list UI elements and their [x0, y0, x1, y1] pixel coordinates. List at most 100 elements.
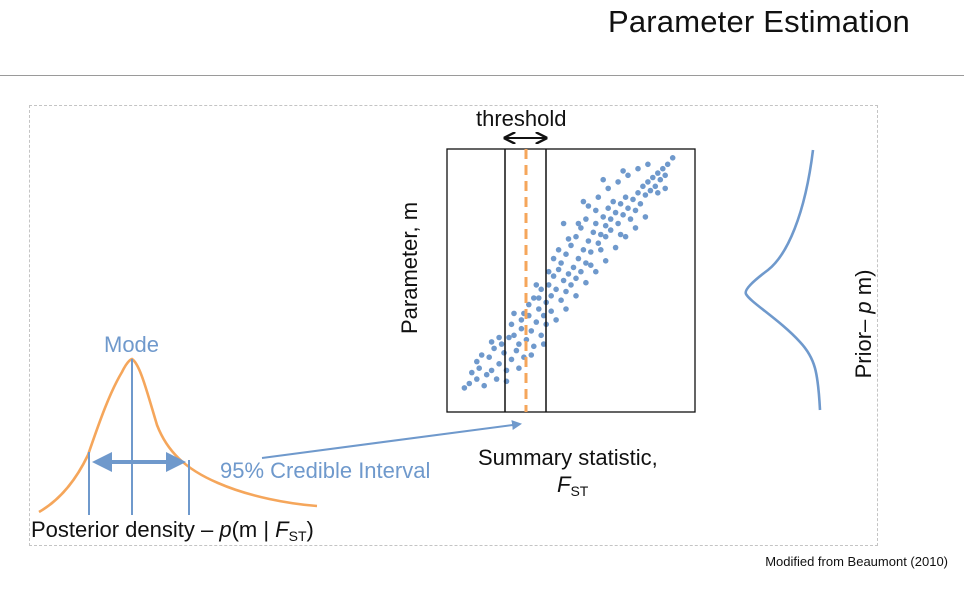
page-title: Parameter Estimation	[607, 4, 910, 39]
scatter-point	[513, 347, 520, 354]
scatter-point	[652, 183, 659, 190]
scatter-point	[573, 293, 579, 299]
scatter-point	[540, 312, 547, 319]
scatter-point	[506, 334, 512, 341]
scatter-point	[533, 282, 540, 288]
scatter-point	[570, 264, 577, 271]
scatter-point	[625, 205, 631, 211]
scatter-point	[617, 231, 624, 238]
scatter-point	[563, 288, 569, 295]
scatter-point	[538, 286, 544, 293]
posterior-sub: ST	[288, 528, 307, 544]
scatter-point	[650, 174, 656, 181]
scatter-point	[508, 356, 515, 363]
scatter-point	[555, 247, 562, 253]
scatter-point	[528, 352, 535, 358]
scatter-point	[600, 176, 606, 183]
scatter-point	[578, 268, 584, 275]
scatter-point	[565, 236, 572, 242]
scatter-point	[655, 190, 661, 196]
scatter-point	[605, 205, 611, 211]
scatter-point	[635, 190, 641, 196]
scatter-point	[516, 365, 522, 372]
scatter-point	[588, 249, 594, 255]
scatter-point	[511, 310, 517, 317]
scatter-point	[583, 216, 589, 222]
posterior-prefix: Posterior density –	[31, 517, 220, 542]
scatter-point	[669, 155, 676, 161]
scatter-point	[583, 279, 589, 286]
scatter-point	[511, 332, 517, 339]
scatter-point	[595, 240, 602, 246]
scatter-point	[563, 306, 569, 312]
scatter-point	[627, 216, 634, 222]
x-axis-label: Summary statistic,	[478, 445, 658, 470]
scatter-point	[550, 255, 557, 262]
scatter-point	[632, 225, 639, 231]
prior-p: p	[851, 301, 876, 314]
scatter-point	[664, 161, 671, 168]
scatter-point	[476, 365, 483, 372]
scatter-point	[655, 170, 661, 176]
scatter-point	[573, 275, 579, 282]
scatter-point	[617, 201, 624, 207]
scatter-point	[528, 328, 535, 334]
scatter-point	[486, 354, 493, 361]
scatter-point	[622, 233, 629, 240]
scatter-point	[620, 168, 626, 174]
prior-end: m)	[851, 269, 876, 302]
scatter-point	[580, 247, 587, 253]
scatter-point	[466, 380, 473, 387]
scatter-point	[526, 301, 532, 308]
credible-interval-label: 95% Credible Interval	[220, 458, 431, 483]
scatter-point	[474, 358, 480, 365]
scatter-point	[555, 266, 562, 273]
scatter-point	[602, 222, 609, 229]
scatter-point	[545, 282, 552, 288]
scatter-point	[590, 229, 597, 236]
scatter-point	[469, 369, 475, 376]
scatter-point	[474, 376, 480, 382]
scatter-point	[660, 165, 666, 172]
scatter-point	[637, 201, 644, 207]
scatter-point	[488, 339, 495, 345]
scatter-plot-box	[446, 148, 696, 413]
mode-label: Mode	[104, 332, 160, 357]
scatter-point	[632, 207, 639, 214]
scatter-point	[553, 286, 559, 293]
scatter-point	[553, 317, 559, 323]
scatter-point	[640, 183, 646, 190]
scatter-point	[662, 185, 668, 192]
scatter-point	[531, 343, 537, 350]
x-axis-f: F	[557, 472, 571, 497]
scatter-point	[580, 198, 587, 205]
scatter-point	[488, 367, 495, 374]
prior-curve	[744, 149, 822, 411]
scatter-point	[612, 209, 619, 216]
scatter-point	[610, 198, 616, 205]
scatter-point	[518, 317, 525, 323]
posterior-curve	[38, 357, 318, 514]
scatter-points	[461, 155, 676, 391]
scatter-point	[657, 176, 664, 183]
scatter-point	[605, 185, 611, 192]
scatter-point	[548, 293, 554, 299]
scatter-point	[622, 194, 629, 200]
scatter-point	[545, 268, 552, 275]
scatter-point	[538, 332, 544, 339]
prior-prefix: Prior–	[851, 313, 876, 379]
scatter-point	[548, 308, 554, 315]
scatter-point	[461, 385, 468, 391]
scatter-point	[573, 233, 579, 240]
scatter-point	[575, 255, 582, 262]
scatter-point	[602, 233, 609, 240]
x-axis-symbol: FST	[557, 472, 588, 499]
accepted-samples-arrow	[261, 420, 522, 459]
scatter-point	[558, 260, 564, 266]
scatter-point	[493, 376, 500, 382]
scatter-point	[560, 277, 567, 284]
scatter-point	[478, 352, 485, 358]
scatter-point	[496, 334, 502, 341]
title-divider	[0, 75, 964, 76]
scatter-point	[560, 220, 567, 227]
